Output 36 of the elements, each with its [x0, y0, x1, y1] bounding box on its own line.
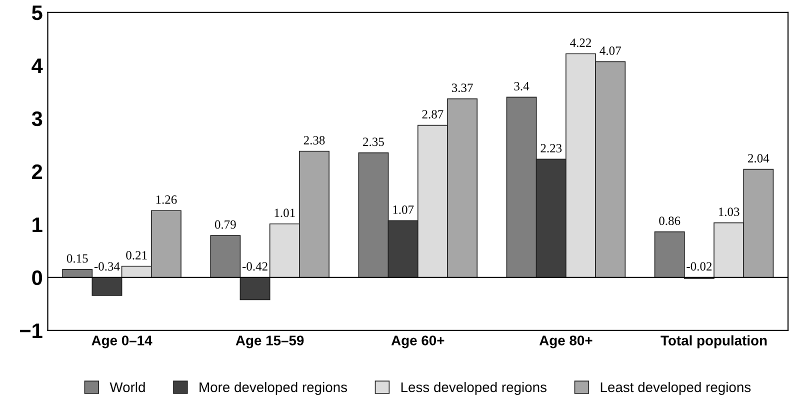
- data-label: -0.02: [686, 262, 712, 271]
- data-label: 0.21: [126, 251, 147, 260]
- data-label: 0.79: [214, 220, 236, 229]
- data-label: 1.07: [393, 205, 414, 214]
- data-label: 2.04: [748, 154, 770, 163]
- y-tick-label: 0: [32, 270, 42, 286]
- y-tick-label: 2: [32, 164, 42, 179]
- data-label: 2.38: [304, 136, 325, 145]
- data-label: 1.26: [156, 195, 177, 204]
- data-label: 2.35: [363, 138, 384, 146]
- data-label: 1.03: [718, 208, 740, 216]
- legend-label: More developed regions: [200, 382, 348, 395]
- x-tick-label: Age 0–14: [92, 336, 152, 348]
- data-label: -0.34: [94, 262, 120, 271]
- data-label: -0.42: [242, 262, 268, 271]
- x-tick-label: Age 15–59: [236, 336, 304, 348]
- x-tick-label: Age 60+: [391, 336, 444, 348]
- data-label: 0.15: [66, 254, 88, 263]
- legend-label: Less developed regions: [401, 382, 546, 395]
- data-label: 1.01: [274, 208, 295, 218]
- data-label: 4.07: [600, 46, 621, 55]
- y-tick-label: 1: [32, 218, 42, 232]
- data-label: 2.23: [540, 144, 562, 152]
- y-tick-label: 5: [32, 6, 42, 20]
- y-tick-label: −1: [20, 324, 42, 338]
- legend-label: Least developed regions: [600, 382, 751, 395]
- data-label: 3.37: [452, 84, 473, 92]
- data-label: 3.4: [514, 82, 530, 90]
- y-tick-label: 4: [32, 58, 43, 73]
- x-tick-label: Total population: [660, 335, 767, 348]
- legend-label: World: [110, 382, 145, 392]
- y-tick-label: 3: [32, 111, 42, 126]
- data-label: 4.22: [570, 38, 592, 48]
- data-label: 2.87: [422, 110, 444, 119]
- data-label: 0.86: [659, 216, 680, 226]
- x-tick-label: Age 80+: [539, 336, 592, 348]
